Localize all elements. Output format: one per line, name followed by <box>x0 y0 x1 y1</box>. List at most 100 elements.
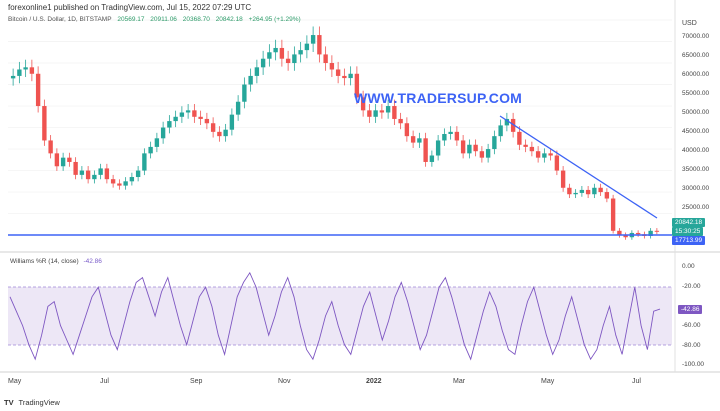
price-tick: 35000.00 <box>682 166 710 173</box>
candle-body <box>248 75 253 85</box>
candle-body <box>167 121 172 128</box>
time-tick: Mar <box>453 378 466 385</box>
time-tick: 2022 <box>366 378 382 385</box>
candle-body <box>579 189 585 193</box>
candle-body <box>217 131 222 137</box>
candle-body <box>492 136 497 150</box>
support-level-tag: 17713.99 <box>672 236 706 245</box>
candle-body <box>154 138 160 147</box>
candle-body <box>417 138 422 143</box>
change-value: +264.95 (+1.29%) <box>248 16 301 23</box>
candle-body <box>573 192 578 195</box>
candle-body <box>479 151 485 158</box>
tradingview-brand: TradingView <box>18 398 60 407</box>
candle-body <box>323 54 328 64</box>
symbol-label[interactable]: Bitcoin / U.S. Dollar, 1D, BITSTAMP <box>8 16 112 23</box>
candle-body <box>260 58 266 68</box>
wr-value-tag: -42.86 <box>678 305 703 314</box>
candle-body <box>535 151 541 158</box>
candle-body <box>360 97 366 111</box>
candle-body <box>554 155 560 171</box>
candle-body <box>560 170 566 188</box>
candle-body <box>504 118 510 126</box>
time-tick: Jul <box>100 378 109 385</box>
wr-tick: -80.00 <box>682 342 701 349</box>
candle-body <box>310 35 316 44</box>
publisher-line: forexonline1 published on TradingView.co… <box>8 3 252 12</box>
candle-body <box>210 123 216 132</box>
candle-body <box>60 157 66 167</box>
candle-body <box>123 181 128 186</box>
tradingview-logo-icon: TV <box>4 398 14 407</box>
candle-body <box>585 189 591 195</box>
candle-body <box>367 110 372 117</box>
candle-body <box>485 149 491 158</box>
candle-body <box>467 144 472 154</box>
time-tick: Sep <box>190 378 203 385</box>
candles-series <box>10 26 660 240</box>
candle-body <box>235 101 241 115</box>
candle-body <box>10 75 16 79</box>
candle-body <box>654 230 660 232</box>
candle-body <box>85 170 91 180</box>
watermark-text: WWW.TRADERSUP.COM <box>354 90 523 106</box>
candle-body <box>510 118 516 132</box>
time-tick: Nov <box>278 378 291 385</box>
candle-body <box>29 67 35 74</box>
candle-body <box>598 187 603 193</box>
indicator-label: Williams %R (14, close) <box>10 258 79 265</box>
price-tick: 70000.00 <box>682 33 710 40</box>
candle-body <box>160 127 166 139</box>
candle-body <box>567 187 572 195</box>
tradingview-footer[interactable]: TV TradingView <box>4 398 60 407</box>
candle-body <box>592 187 597 195</box>
candle-body <box>392 106 397 119</box>
price-tick: 25000.00 <box>682 204 710 211</box>
open-value: 20569.17 <box>117 16 145 23</box>
low-value: 20368.70 <box>182 16 210 23</box>
candle-body <box>198 116 203 119</box>
candle-body <box>17 69 22 76</box>
candle-body <box>185 110 191 113</box>
candle-body <box>542 153 547 158</box>
price-tick: 50000.00 <box>682 109 710 116</box>
candle-body <box>23 67 28 70</box>
candle-body <box>410 136 416 143</box>
time-tick: Jul <box>632 378 641 385</box>
candle-body <box>460 140 466 154</box>
downtrend-line[interactable] <box>499 115 658 219</box>
candle-body <box>179 112 185 117</box>
time-tick: May <box>8 378 22 385</box>
candle-body <box>254 67 260 76</box>
candle-body <box>273 47 278 53</box>
candle-body <box>48 140 53 154</box>
indicator-legend[interactable]: Williams %R (14, close) -42.86 <box>10 258 102 265</box>
candle-body <box>279 47 285 59</box>
candle-body <box>385 106 391 113</box>
candle-body <box>454 131 460 141</box>
candle-body <box>192 110 197 117</box>
price-tick: 45000.00 <box>682 128 710 135</box>
price-tick: 55000.00 <box>682 90 710 97</box>
price-tick: 60000.00 <box>682 71 710 78</box>
candle-body <box>42 106 47 141</box>
candle-body <box>604 192 610 199</box>
candle-body <box>104 168 110 180</box>
candle-body <box>423 138 428 162</box>
candle-body <box>142 153 147 171</box>
candle-body <box>448 131 453 134</box>
wr-tick: -100.00 <box>682 361 705 368</box>
close-value: 20842.18 <box>215 16 243 23</box>
candle-body <box>404 123 410 137</box>
candle-body <box>648 230 653 236</box>
candle-body <box>635 232 641 235</box>
candle-body <box>98 168 103 175</box>
candle-body <box>517 131 522 145</box>
price-tick: 65000.00 <box>682 52 710 59</box>
wr-band <box>8 287 672 345</box>
candle-body <box>292 54 297 64</box>
candle-body <box>304 43 310 51</box>
candle-body <box>285 58 291 64</box>
grid-lines <box>8 19 672 214</box>
